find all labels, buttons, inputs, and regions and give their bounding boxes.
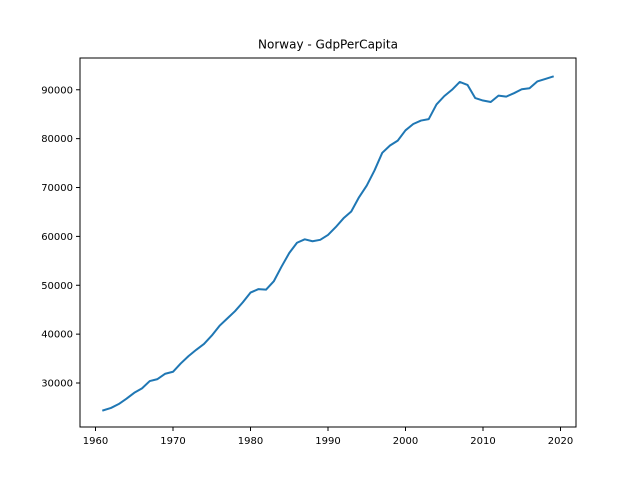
y-axis: 30000 40000 50000 60000 70000 80000 90000 <box>41 85 80 390</box>
x-tick-label: 1990 <box>315 436 340 447</box>
y-tick-label: 90000 <box>41 85 73 96</box>
y-tick-label: 50000 <box>41 281 73 292</box>
chart-title: Norway - GdpPerCapita <box>258 38 398 52</box>
x-tick-label: 1970 <box>160 436 185 447</box>
x-tick-label: 2000 <box>393 436 418 447</box>
y-tick-label: 30000 <box>41 379 73 390</box>
y-tick-label: 70000 <box>41 183 73 194</box>
x-tick-label: 1960 <box>83 436 108 447</box>
gdp-per-capita-line <box>101 75 555 412</box>
x-tick-label: 1980 <box>238 436 263 447</box>
y-tick-label: 60000 <box>41 232 73 243</box>
x-tick-label: 2020 <box>548 436 573 447</box>
x-tick-label: 2010 <box>470 436 495 447</box>
axes-frame <box>79 57 577 428</box>
y-tick-label: 40000 <box>41 330 73 341</box>
x-axis: 1960 1970 1980 1990 2000 2010 2020 <box>83 427 573 447</box>
plot-area <box>101 75 555 412</box>
y-tick-label: 80000 <box>41 134 73 145</box>
